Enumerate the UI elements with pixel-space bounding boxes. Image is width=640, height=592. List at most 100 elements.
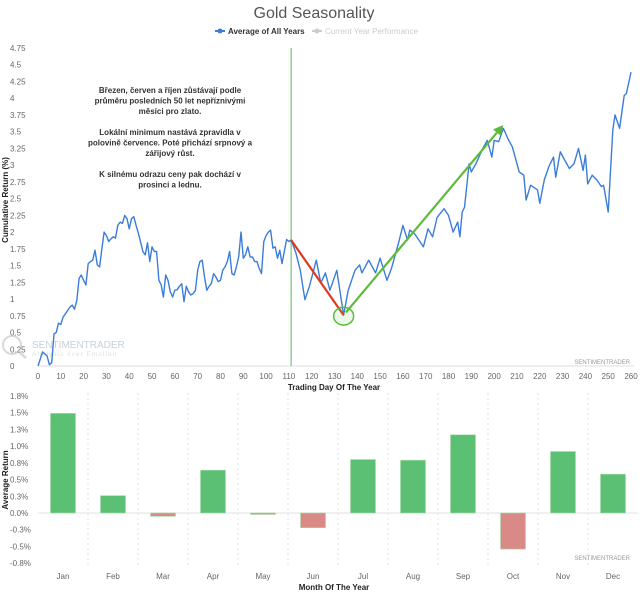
annotation-note-line: Lokální minimum nastává zpravidla v xyxy=(99,128,241,137)
top-x-axis-title: Trading Day Of The Year xyxy=(288,383,380,392)
bar-sep[interactable] xyxy=(450,434,476,514)
month-label: Aug xyxy=(406,572,420,581)
bottom-y-tick-label: -0.5% xyxy=(10,542,31,551)
annotation-note-line: K silnému odrazu ceny pak dochází v xyxy=(99,170,241,179)
bar-aug[interactable] xyxy=(400,459,426,514)
top-x-tick-label: 60 xyxy=(170,372,179,381)
month-label: Sep xyxy=(456,572,471,581)
top-x-tick-label: 80 xyxy=(216,372,225,381)
top-x-tick-label: 210 xyxy=(510,372,524,381)
bottom-y-tick-label: 1.5% xyxy=(10,409,28,418)
top-y-tick-label: 3.25 xyxy=(10,144,26,153)
top-x-tick-label: 160 xyxy=(396,372,410,381)
month-label: Feb xyxy=(106,572,120,581)
bar-dec[interactable] xyxy=(600,473,626,514)
month-label: Nov xyxy=(556,572,570,581)
bottom-y-tick-label: 0.5% xyxy=(10,476,28,485)
annotation-note-line: prosinci a lednu. xyxy=(138,181,202,190)
top-x-tick-label: 100 xyxy=(259,372,273,381)
annotation-note-line: polovině července. Poté přichází srpnový… xyxy=(88,139,253,148)
legend-label: Current Year Performance xyxy=(325,27,418,36)
annotation-note-line: Březen, červen a říjen zůstávají podle xyxy=(99,86,242,95)
top-x-tick-label: 150 xyxy=(373,372,387,381)
decline-line xyxy=(290,239,345,316)
top-y-tick-label: 2 xyxy=(10,228,15,237)
bottom-y-tick-label: 0.3% xyxy=(10,492,28,501)
top-y-tick-label: 2.75 xyxy=(10,178,26,187)
annotation-note: Březen, červen a říjen zůstávají podle pr… xyxy=(88,86,253,190)
top-y-tick-label: 0.75 xyxy=(10,312,26,321)
top-x-tick-label: 110 xyxy=(283,372,296,381)
bar-feb[interactable] xyxy=(100,495,126,514)
annotation-note-line: průměru posledních 50 let nepříznivými xyxy=(95,97,246,106)
bar-jul[interactable] xyxy=(350,459,376,514)
top-x-tick-label: 20 xyxy=(79,372,88,381)
bottom-y-axis-title: Average Return xyxy=(1,450,10,509)
top-y-tick-label: 4.25 xyxy=(10,77,26,86)
bar-nov[interactable] xyxy=(550,451,576,514)
top-x-tick-label: 130 xyxy=(328,372,342,381)
legend-label: Average of All Years xyxy=(228,27,305,36)
month-label: Mar xyxy=(156,572,170,581)
bottom-y-tick-label: 1.8% xyxy=(10,392,28,401)
bottom-y-tick-label: 0.0% xyxy=(10,509,28,518)
chart-title: Gold Seasonality xyxy=(254,5,375,22)
top-x-tick-label: 30 xyxy=(102,372,111,381)
top-y-tick-label: 3 xyxy=(10,161,15,170)
legend-item-current-year[interactable]: Current Year Performance xyxy=(312,27,418,36)
magnifier-icon xyxy=(2,335,22,355)
bottom-y-tick-label: -0.3% xyxy=(10,526,31,535)
top-y-tick-label: 1.5 xyxy=(10,262,22,271)
top-y-tick-label: 1.75 xyxy=(10,245,26,254)
top-x-tick-label: 250 xyxy=(602,372,616,381)
month-label: Jun xyxy=(307,572,320,581)
bottom-y-tick-label: 1.0% xyxy=(10,442,28,451)
month-label: Jul xyxy=(358,572,368,581)
top-x-tick-label: 90 xyxy=(239,372,248,381)
bar-oct[interactable] xyxy=(500,512,526,550)
watermark-logo-tagline: Analysis over Emotion xyxy=(32,351,117,358)
top-y-tick-label: 0 xyxy=(10,362,15,371)
bar-may[interactable] xyxy=(250,512,276,515)
top-y-tick-label: 2.5 xyxy=(10,195,22,204)
legend-marker-icon xyxy=(217,28,223,34)
top-x-tick-label: 240 xyxy=(579,372,593,381)
top-x-tick-label: 180 xyxy=(442,372,456,381)
top-x-tick-label: 40 xyxy=(125,372,134,381)
top-y-tick-label: 0.25 xyxy=(10,345,26,354)
rise-arrow-line xyxy=(345,131,498,314)
month-label: Dec xyxy=(606,572,620,581)
top-y-tick-label: 4 xyxy=(10,94,15,103)
top-y-tick-label: 0.5 xyxy=(10,329,22,338)
month-label: Oct xyxy=(507,572,520,581)
top-x-tick-label: 260 xyxy=(624,372,638,381)
month-label: Jan xyxy=(57,572,70,581)
bar-jan[interactable] xyxy=(50,413,76,514)
month-label: May xyxy=(255,572,270,581)
top-y-tick-label: 1.25 xyxy=(10,278,26,287)
legend-item-average[interactable]: Average of All Years xyxy=(215,27,305,36)
top-x-tick-label: 10 xyxy=(56,372,65,381)
legend-marker-icon xyxy=(314,28,320,34)
bottom-watermark: SENTIMENTRADER xyxy=(574,556,630,562)
bar-apr[interactable] xyxy=(200,469,226,514)
top-y-tick-label: 3.75 xyxy=(10,111,26,120)
annotation-note-line: měsíci pro zlato. xyxy=(139,107,202,116)
bar-jun[interactable] xyxy=(300,512,326,529)
bottom-x-axis-title: Month Of The Year xyxy=(299,583,370,592)
top-y-tick-label: 4.5 xyxy=(10,61,22,70)
bar-mar[interactable] xyxy=(150,512,176,517)
arrowhead-icon xyxy=(493,124,504,136)
top-y-axis-title: Cumulative Return (%) xyxy=(1,157,10,243)
logo-watermark: SENTIMENTRADER Analysis over Emotion xyxy=(2,335,125,359)
top-x-tick-label: 70 xyxy=(193,372,202,381)
top-x-tick-label: 0 xyxy=(36,372,41,381)
top-x-tick-label: 220 xyxy=(533,372,547,381)
annotation-note-line: zářijový růst. xyxy=(145,149,194,158)
top-x-tick-label: 190 xyxy=(465,372,479,381)
bottom-y-tick-label: -0.8% xyxy=(10,559,31,568)
watermark-logo-name: SENTIMENTRADER xyxy=(32,340,125,351)
bottom-y-tick-label: 0.8% xyxy=(10,459,28,468)
bottom-y-tick-label: 1.3% xyxy=(10,425,28,434)
series-line-average-of-all-years xyxy=(37,71,632,367)
